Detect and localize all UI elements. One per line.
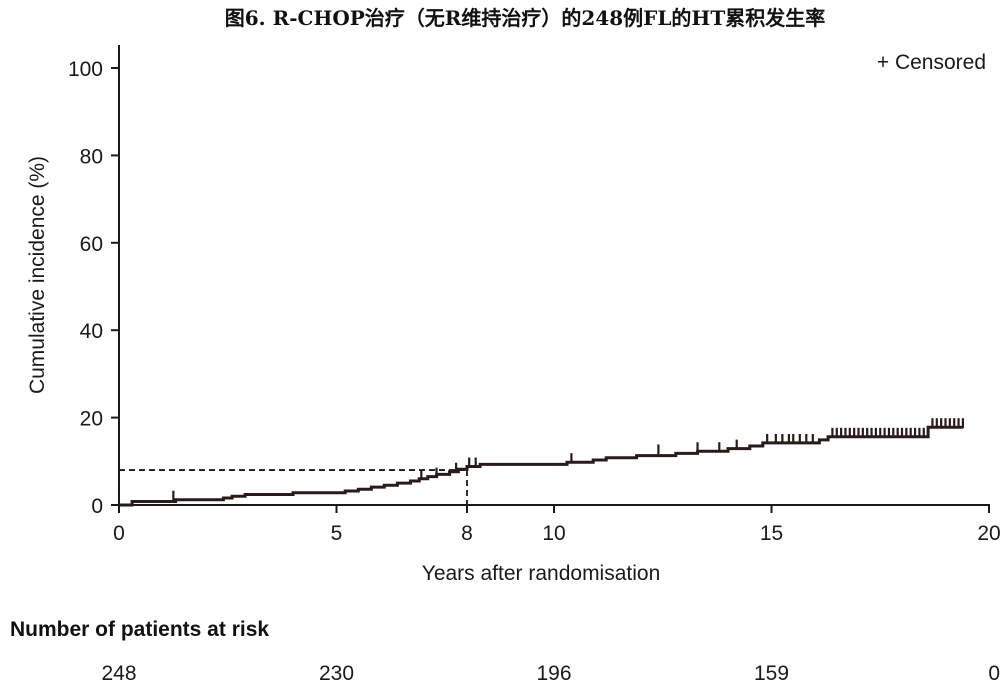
chart-title: 图6. R-CHOP治疗（无R维持治疗）的248例FL的HT累积发生率 xyxy=(225,6,825,30)
x-tick-label: 20 xyxy=(977,522,1000,545)
x-tick-label: 8 xyxy=(461,522,473,545)
legend-censored: + Censored xyxy=(877,51,986,74)
x-axis-label: Years after randomisation xyxy=(422,562,661,585)
y-tick-label: 20 xyxy=(80,408,103,431)
x-tick-label: 10 xyxy=(542,522,565,545)
risk-count: 248 xyxy=(101,662,136,685)
risk-count: 159 xyxy=(754,662,789,685)
risk-count: 0 xyxy=(988,662,1000,685)
x-tick-label: 0 xyxy=(113,522,125,545)
cumulative-incidence-line xyxy=(119,425,963,507)
y-tick-label: 80 xyxy=(80,145,103,168)
risk-count: 230 xyxy=(319,662,354,685)
y-axis-label: Cumulative incidence (%) xyxy=(26,156,49,394)
y-tick-label: 100 xyxy=(68,58,103,81)
risk-count: 196 xyxy=(536,662,571,685)
risk-table-heading: Number of patients at risk xyxy=(10,618,269,641)
axis-ticks: 0 20 40 60 80 100 0 5 8 10 15 20 xyxy=(68,58,1001,545)
censor-marks xyxy=(172,418,965,501)
risk-table-row: 248 230 196 159 0 xyxy=(101,662,1000,685)
x-tick-label: 5 xyxy=(331,522,343,545)
x-tick-label: 15 xyxy=(760,522,783,545)
plot-area: 0 20 40 60 80 100 0 5 8 10 15 20 xyxy=(68,45,1001,545)
y-tick-label: 0 xyxy=(91,495,103,518)
y-tick-label: 40 xyxy=(80,320,103,343)
y-tick-label: 60 xyxy=(80,233,103,256)
reference-lines xyxy=(119,469,468,505)
